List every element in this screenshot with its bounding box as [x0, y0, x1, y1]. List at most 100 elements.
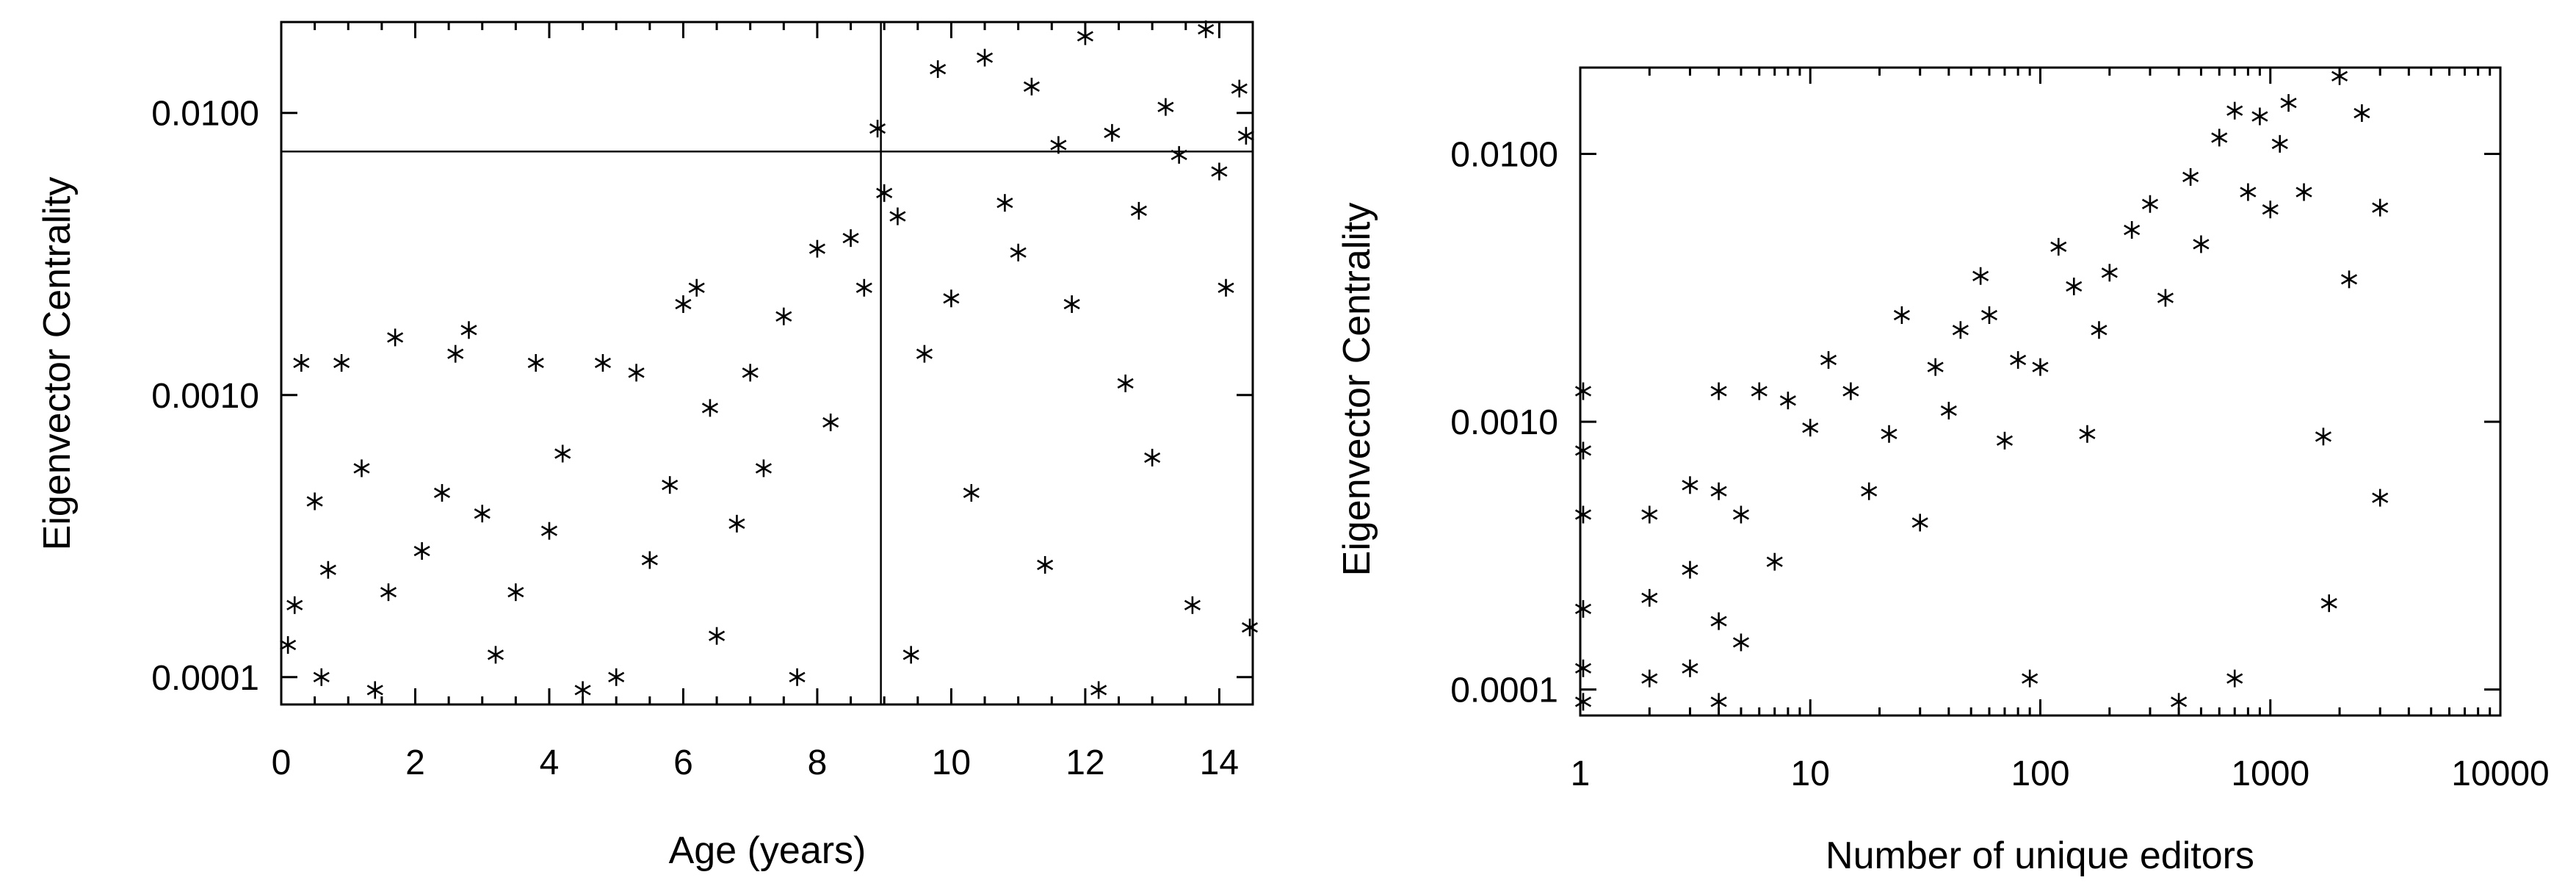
data-point — [2262, 201, 2279, 219]
data-point — [2066, 277, 2083, 295]
data-point — [1779, 392, 1796, 410]
data-point — [822, 413, 839, 431]
data-point — [2271, 134, 2288, 153]
data-point — [1198, 20, 1215, 38]
data-point — [1893, 306, 1910, 324]
data-point — [889, 207, 906, 226]
data-point — [447, 345, 464, 363]
data-point — [1574, 382, 1592, 400]
y-tick-label: 0.0010 — [151, 377, 259, 416]
data-point — [1010, 243, 1027, 262]
data-point — [742, 364, 759, 382]
x-tick-label: 14 — [1200, 743, 1239, 782]
data-point — [1237, 126, 1254, 145]
data-point — [775, 307, 792, 325]
data-point — [433, 483, 451, 502]
data-point — [996, 194, 1013, 212]
x-tick-label: 4 — [540, 743, 560, 782]
chart-right: 1 10 100 1000 10000 0.0001 0.0010 0.0100 Number… — [1336, 66, 2550, 877]
data-point — [1952, 321, 1969, 339]
data-point — [333, 354, 350, 372]
data-point — [313, 668, 330, 686]
data-point — [1218, 278, 1234, 297]
data-point — [1911, 513, 1928, 532]
data-point — [1090, 681, 1107, 699]
left-ticks — [280, 22, 1253, 704]
data-point — [474, 505, 491, 523]
data-point — [709, 627, 726, 645]
data-point — [701, 399, 718, 417]
data-point — [1171, 145, 1187, 164]
data-point — [1682, 476, 1698, 494]
right-points — [1574, 67, 2389, 711]
data-point — [1023, 77, 1040, 95]
data-point — [662, 476, 679, 494]
data-point — [1682, 560, 1698, 579]
data-point — [2022, 669, 2038, 688]
data-point — [1842, 382, 1859, 400]
data-point — [2010, 351, 2027, 370]
data-point — [353, 459, 370, 477]
x-tick-label: 1 — [1571, 754, 1591, 793]
y-tick-label: 0.0001 — [151, 659, 259, 698]
data-point — [554, 444, 571, 463]
data-point — [1641, 669, 1658, 688]
chart-left: 0 2 4 6 8 10 12 14 0.0001 0.0010 0.0100 Age (years… — [36, 20, 1259, 872]
data-point — [527, 354, 544, 372]
data-point — [2079, 425, 2096, 443]
data-point — [380, 583, 397, 602]
data-point — [1682, 659, 1698, 677]
data-point — [1211, 162, 1228, 181]
data-point — [1972, 267, 1989, 285]
data-point — [1751, 382, 1768, 400]
data-point — [1641, 588, 1658, 607]
data-point — [1940, 401, 1957, 419]
data-point — [755, 459, 772, 477]
data-point — [1710, 382, 1727, 400]
x-tick-label: 10000 — [2451, 754, 2549, 793]
left-y-axis-title: Eigenvector Centrality — [36, 177, 79, 551]
right-tick-labels: 1 10 100 1000 10000 0.0001 0.0010 0.0100 — [1450, 135, 2550, 793]
data-point — [1732, 633, 1749, 652]
data-point — [808, 239, 825, 258]
data-point — [675, 295, 692, 314]
x-tick-label: 0 — [272, 743, 292, 782]
y-tick-label: 0.0010 — [1450, 403, 1558, 442]
data-point — [842, 229, 859, 248]
data-point — [902, 646, 919, 664]
left-points — [280, 20, 1259, 699]
data-point — [930, 60, 947, 79]
data-point — [1710, 612, 1727, 630]
data-point — [540, 522, 558, 540]
data-point — [2251, 107, 2268, 126]
data-point — [876, 184, 893, 202]
y-tick-label: 0.0001 — [1450, 671, 1558, 710]
data-point — [2240, 183, 2257, 201]
x-tick-label: 10 — [932, 743, 971, 782]
data-point — [1130, 201, 1147, 220]
left-x-axis-title: Age (years) — [669, 829, 866, 872]
data-point — [2091, 321, 2108, 339]
x-tick-label: 10 — [1791, 754, 1830, 793]
data-point — [1157, 98, 1174, 116]
data-point — [869, 120, 886, 138]
data-point — [387, 328, 404, 347]
data-point — [2157, 289, 2174, 307]
data-point — [2372, 198, 2389, 217]
right-x-axis-title: Number of unique editors — [1826, 834, 2254, 877]
data-point — [2124, 221, 2141, 239]
data-point — [280, 636, 297, 655]
data-point — [688, 278, 705, 297]
data-point — [1861, 482, 1878, 500]
data-point — [1820, 351, 1837, 370]
data-point — [1996, 431, 2014, 450]
y-tick-label: 0.0100 — [151, 95, 259, 134]
right-ticks — [1579, 68, 2502, 715]
data-point — [594, 354, 612, 372]
data-point — [2340, 270, 2358, 289]
data-point — [1766, 552, 1783, 571]
data-point — [1231, 79, 1248, 98]
left-reference-lines — [281, 22, 1253, 704]
data-point — [1104, 123, 1121, 142]
